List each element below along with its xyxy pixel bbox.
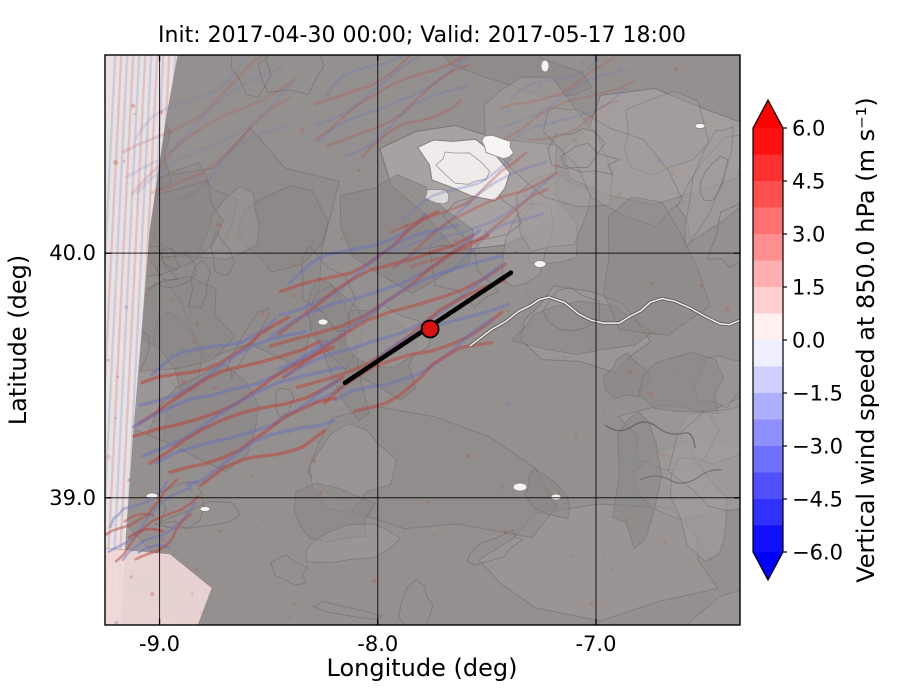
colorbar-segment — [753, 313, 783, 340]
colorbar-tick-label: 6.0 — [792, 117, 825, 141]
colorbar-segment — [753, 340, 783, 367]
figure-title: Init: 2017-04-30 00:00; Valid: 2017-05-1… — [158, 23, 686, 48]
colorbar-segment — [753, 366, 783, 393]
colorbar-segment — [753, 499, 783, 526]
white-spot — [694, 123, 706, 129]
colorbar-segment — [753, 234, 783, 261]
gravity-wave-packets — [105, 55, 635, 563]
x-tick-label: -9.0 — [139, 632, 180, 656]
colorbar-tick-label: −6.0 — [792, 541, 843, 565]
colorbar-segment — [753, 472, 783, 499]
colorbar-tick-label: 3.0 — [792, 223, 825, 247]
colorbar-arrow-down — [753, 552, 783, 580]
white-spot — [533, 260, 547, 268]
colorbar-tick-label: −4.5 — [792, 488, 843, 512]
white-spot — [540, 59, 550, 73]
colorbar-segment — [753, 393, 783, 420]
white-spot — [317, 318, 329, 326]
colorbar-tick-label: 4.5 — [792, 170, 825, 194]
colorbar-segment — [753, 128, 783, 155]
colorbar-arrow-up — [753, 100, 783, 128]
station-marker — [420, 319, 440, 339]
white-spot — [512, 482, 528, 492]
x-tick-label: -8.0 — [357, 632, 398, 656]
colorbar-tick-label: −3.0 — [792, 435, 843, 459]
colorbar-label: Vertical wind speed at 850.0 hPa (m s⁻¹) — [852, 97, 880, 583]
colorbar-segment — [753, 207, 783, 234]
y-axis-label: Latitude (deg) — [4, 255, 32, 425]
colorbar-segment — [753, 419, 783, 446]
colorbar-segment — [753, 260, 783, 287]
colorbar-segment — [753, 446, 783, 473]
high-terrain-white-patch — [416, 134, 515, 205]
grid-and-ticks: -9.0 -8.0 -7.0 40.0 39.0 — [49, 54, 741, 656]
y-tick-label: 40.0 — [49, 241, 96, 265]
white-spot — [550, 493, 562, 501]
colorbar-tick-label: 0.0 — [792, 329, 825, 353]
x-axis-label: Longitude (deg) — [327, 654, 518, 682]
colorbar-segment — [753, 154, 783, 181]
speckle-noise — [106, 55, 730, 625]
plot-border — [104, 54, 741, 626]
y-tick-label: 39.0 — [49, 486, 96, 510]
x-tick-label: -7.0 — [575, 632, 616, 656]
colorbar-tick-label: 1.5 — [792, 276, 825, 300]
colorbar-tick-label: −1.5 — [792, 382, 843, 406]
map-field — [105, 55, 740, 625]
white-spot — [199, 506, 211, 512]
colorbar: 6.0 4.5 3.0 1.5 0.0 −1.5 −3.0 −4.5 −6.0 — [752, 98, 843, 582]
colorbar-segment — [753, 525, 783, 552]
overlays — [342, 270, 514, 386]
colorbar-segment — [753, 181, 783, 208]
river-meander — [469, 296, 740, 347]
colorbar-segment — [753, 287, 783, 314]
